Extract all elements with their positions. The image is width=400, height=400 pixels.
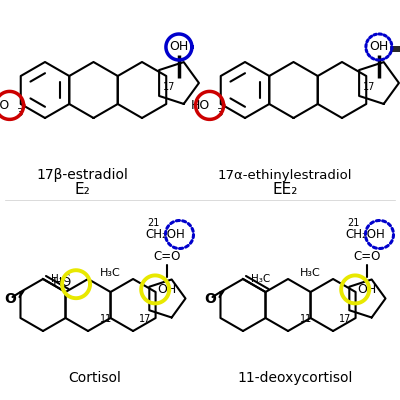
Text: OH: OH [157,283,176,296]
Text: CH₂OH: CH₂OH [346,228,385,241]
Text: HO: HO [53,276,72,289]
Text: 17: 17 [339,314,351,324]
Text: 11: 11 [100,314,112,324]
Text: OH: OH [369,40,388,54]
Text: 17: 17 [139,314,151,324]
Text: HO: HO [190,99,210,112]
Text: 11: 11 [300,314,312,324]
Text: O: O [204,292,216,306]
Text: Cortisol: Cortisol [68,371,122,385]
Text: H₃C: H₃C [300,268,321,278]
Text: O: O [4,292,16,306]
Text: 17: 17 [163,82,175,92]
Text: C=O: C=O [354,250,381,263]
Text: 3: 3 [16,108,23,118]
Text: 17: 17 [363,82,375,92]
Text: E₂: E₂ [74,182,90,198]
Text: H₃C: H₃C [252,274,271,284]
Text: OH: OH [169,40,188,54]
Text: 17α-ethinylestradiol: 17α-ethinylestradiol [218,168,352,182]
Text: H₃C: H₃C [100,268,121,278]
Text: CH₂OH: CH₂OH [146,228,185,241]
Text: 21: 21 [147,218,160,228]
Text: 21: 21 [347,218,360,228]
Text: EE₂: EE₂ [272,182,298,198]
Text: OH: OH [357,283,376,296]
Text: HO: HO [0,99,10,112]
Text: 11-deoxycortisol: 11-deoxycortisol [237,371,353,385]
Text: C=O: C=O [154,250,181,263]
Text: 17β-estradiol: 17β-estradiol [36,168,128,182]
Text: H₃C: H₃C [52,274,71,284]
Text: 3: 3 [216,108,223,118]
